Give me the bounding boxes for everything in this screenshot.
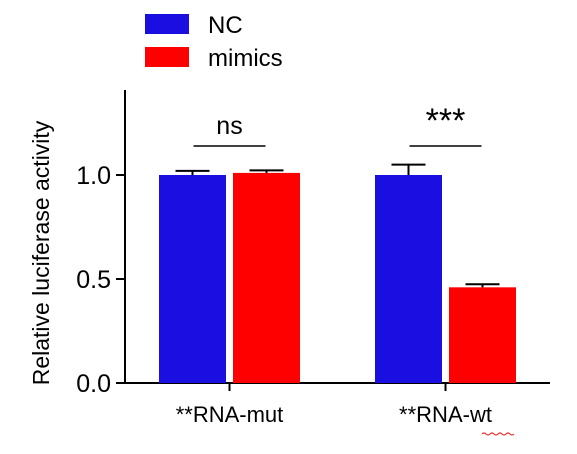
significance-annotations: ns *** <box>193 102 482 147</box>
legend-swatch-nc <box>145 14 189 34</box>
x-axis-tick-labels: **RNA-mut **RNA-wt <box>176 383 515 436</box>
legend-swatch-mimics <box>145 47 189 67</box>
y-axis-label: Relative luciferase activity <box>28 120 54 385</box>
bar-nc-1 <box>375 175 442 383</box>
legend-label-mimics: mimics <box>208 45 283 72</box>
legend-label-nc: NC <box>208 12 243 39</box>
significance-label: *** <box>426 102 466 140</box>
y-tick-label: 1.0 <box>76 162 111 190</box>
bar-mimics-1 <box>449 287 516 383</box>
bar-nc-0 <box>159 175 226 383</box>
bars <box>159 163 516 383</box>
x-tick-label: **RNA-wt <box>399 402 492 427</box>
x-tick-label: **RNA-mut <box>176 402 284 427</box>
y-tick-label: 0.0 <box>76 370 111 398</box>
y-axis-ticks: 0.0 0.5 1.0 <box>76 162 125 398</box>
spellcheck-squiggle <box>481 432 515 436</box>
bar-mimics-0 <box>233 172 300 383</box>
y-tick-label: 0.5 <box>76 266 111 294</box>
legend: NC mimics <box>145 12 283 72</box>
significance-label: ns <box>216 112 242 140</box>
